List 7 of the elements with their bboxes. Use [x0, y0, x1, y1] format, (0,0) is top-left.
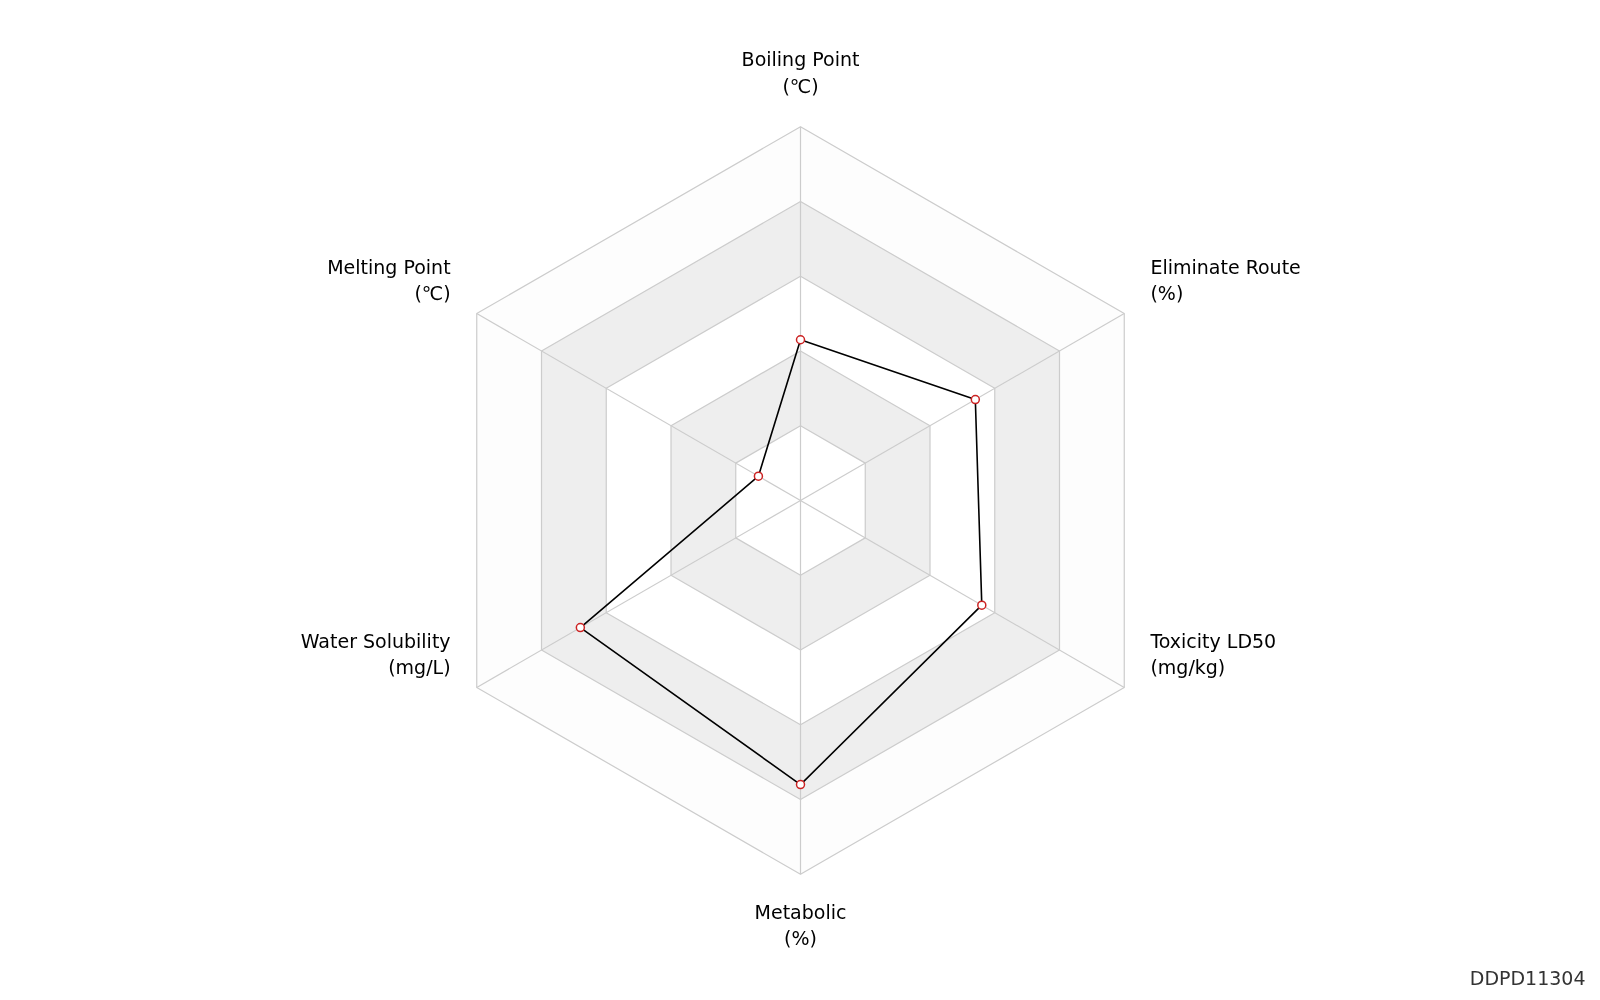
spoke-label: Boiling Point (℃): [741, 48, 860, 97]
spoke-label: Metabolic (%): [754, 900, 847, 949]
spoke-label: Eliminate Route (%): [1150, 255, 1301, 305]
spoke-label: Water Solubility (mg/L): [300, 629, 451, 678]
spoke-label: Toxicity LD50 (mg/kg): [1149, 629, 1277, 678]
text: DDPD11304: [1469, 967, 1586, 990]
spoke-label: Melting Point (℃): [327, 255, 451, 305]
